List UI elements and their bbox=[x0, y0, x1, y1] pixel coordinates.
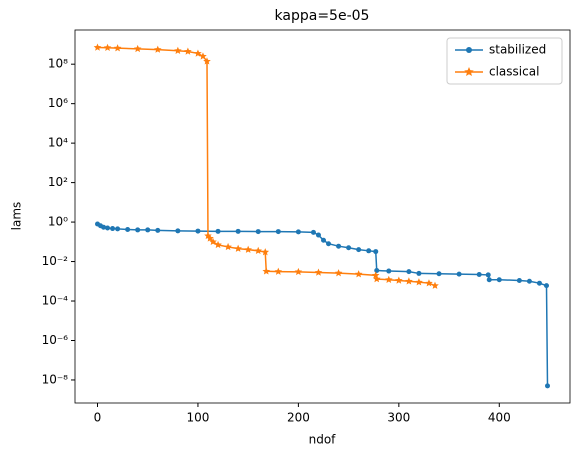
marker bbox=[214, 240, 222, 249]
marker bbox=[425, 279, 433, 287]
y-tick-label: 10⁻⁸ bbox=[42, 372, 69, 386]
marker bbox=[336, 243, 342, 249]
marker bbox=[145, 227, 151, 233]
marker bbox=[431, 281, 439, 289]
marker bbox=[526, 278, 532, 284]
marker bbox=[436, 271, 442, 277]
marker bbox=[334, 269, 343, 277]
marker bbox=[386, 268, 392, 274]
y-tick-label: 10⁰ bbox=[48, 215, 68, 229]
marker bbox=[346, 245, 352, 251]
marker bbox=[235, 228, 241, 234]
marker bbox=[356, 247, 362, 253]
marker bbox=[133, 44, 142, 53]
marker bbox=[113, 44, 122, 52]
marker bbox=[262, 267, 271, 275]
marker bbox=[384, 275, 393, 283]
marker bbox=[373, 249, 379, 255]
marker bbox=[415, 278, 423, 286]
marker bbox=[135, 227, 141, 233]
marker bbox=[366, 248, 372, 254]
x-tick-label: 100 bbox=[186, 411, 209, 425]
x-tick-label: 200 bbox=[287, 411, 310, 425]
marker bbox=[456, 271, 462, 277]
series-line bbox=[97, 46, 436, 287]
marker bbox=[254, 246, 263, 255]
marker bbox=[255, 229, 261, 235]
marker bbox=[372, 275, 381, 283]
legend-label: stabilized bbox=[489, 43, 546, 57]
y-tick-label: 10² bbox=[48, 175, 68, 189]
chart-title: kappa=5e-05 bbox=[275, 8, 370, 24]
marker bbox=[234, 244, 242, 252]
marker bbox=[326, 241, 332, 247]
x-axis-label: ndof bbox=[309, 433, 337, 447]
marker bbox=[536, 280, 542, 286]
marker bbox=[314, 268, 323, 276]
marker bbox=[406, 269, 412, 275]
x-tick-label: 300 bbox=[387, 411, 410, 425]
marker bbox=[543, 283, 549, 289]
legend-marker bbox=[464, 67, 474, 77]
marker bbox=[203, 57, 211, 65]
marker bbox=[476, 272, 482, 278]
marker bbox=[294, 267, 303, 276]
marker bbox=[215, 228, 221, 234]
marker bbox=[275, 229, 281, 235]
marker bbox=[321, 237, 327, 243]
marker bbox=[195, 228, 201, 234]
marker bbox=[371, 271, 380, 279]
marker bbox=[103, 43, 112, 51]
marker bbox=[209, 237, 217, 246]
marker bbox=[101, 224, 107, 230]
marker bbox=[105, 225, 111, 231]
legend-marker bbox=[466, 47, 472, 53]
marker bbox=[295, 229, 301, 235]
y-tick-label: 10⁸ bbox=[48, 57, 68, 71]
x-tick-label: 0 bbox=[94, 411, 102, 425]
marker bbox=[199, 52, 207, 60]
marker bbox=[496, 277, 502, 283]
marker bbox=[545, 383, 550, 389]
x-tick-label: 400 bbox=[488, 411, 511, 425]
marker bbox=[125, 227, 131, 233]
y-tick-label: 10⁻² bbox=[42, 254, 69, 268]
y-axis-label: lams bbox=[10, 202, 24, 231]
marker bbox=[416, 270, 422, 276]
marker bbox=[224, 242, 232, 251]
marker bbox=[194, 49, 202, 57]
y-tick-label: 10⁻⁴ bbox=[42, 294, 69, 308]
marker bbox=[274, 267, 283, 275]
marker bbox=[244, 245, 252, 253]
marker bbox=[115, 226, 121, 232]
marker bbox=[485, 272, 491, 278]
marker bbox=[261, 248, 270, 256]
marker bbox=[405, 277, 413, 285]
plot-frame bbox=[74, 29, 571, 404]
marker bbox=[110, 226, 116, 232]
marker bbox=[354, 270, 363, 278]
marker bbox=[516, 277, 522, 283]
y-tick-label: 10⁻⁶ bbox=[42, 333, 69, 347]
y-tick-label: 10⁴ bbox=[48, 136, 68, 150]
legend-label: classical bbox=[489, 65, 539, 79]
marker bbox=[310, 229, 316, 235]
marker bbox=[315, 232, 321, 238]
marker bbox=[486, 277, 492, 283]
marker bbox=[93, 43, 102, 51]
marker bbox=[153, 45, 162, 53]
y-tick-label: 10⁶ bbox=[48, 96, 68, 110]
series-line bbox=[97, 223, 549, 386]
marker bbox=[155, 227, 161, 233]
marker bbox=[374, 268, 380, 274]
marker bbox=[206, 234, 214, 242]
marker bbox=[175, 228, 181, 234]
marker bbox=[174, 46, 182, 54]
marker bbox=[184, 47, 192, 55]
marker bbox=[395, 276, 403, 284]
